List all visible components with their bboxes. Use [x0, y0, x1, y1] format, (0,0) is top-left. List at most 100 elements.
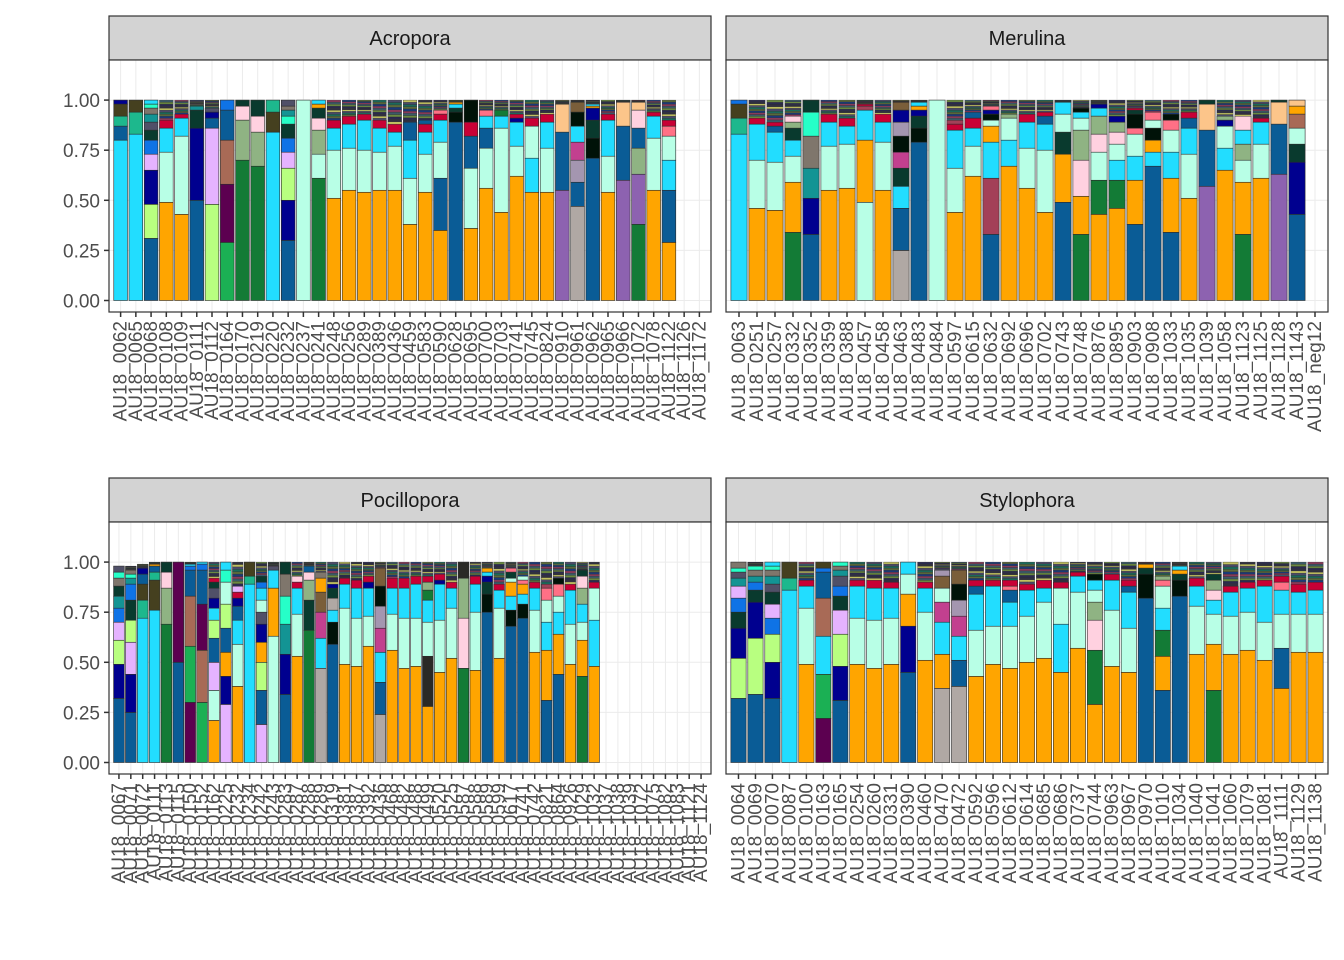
bar-segment-mint — [917, 611, 934, 661]
bar-segment-minor — [402, 102, 418, 105]
bar-segment-minor — [339, 576, 351, 579]
bar-segment-minor — [1002, 569, 1018, 572]
bar-segment-minor — [326, 109, 341, 113]
bar-segment-minor — [1002, 572, 1018, 575]
bar-segment-crimson — [856, 103, 874, 107]
bar-segment-minor — [1188, 576, 1205, 579]
bar-segment-maroon — [196, 603, 208, 651]
bar-segment-cyan — [838, 125, 856, 145]
bar-segment-maroon — [172, 561, 184, 663]
bar-segment-minor — [339, 574, 351, 577]
bar-segment-cyan — [764, 561, 781, 567]
bar-segment-aqua — [143, 103, 159, 109]
bar-segment-minor — [1205, 571, 1222, 574]
bar-segment-purple — [1270, 173, 1288, 301]
bar-segment-orange — [174, 214, 189, 301]
bar-segment-mint — [1103, 609, 1120, 667]
bar-segment-minor — [540, 112, 555, 115]
bar-segment-blue — [1288, 214, 1306, 301]
bar-segment-cyan — [1162, 151, 1180, 179]
bar-segment-minor — [766, 119, 784, 123]
bar-segment-minor — [434, 566, 446, 569]
bar-segment-minor — [357, 106, 372, 109]
bar-segment-cyan — [524, 157, 540, 193]
bar-segment-minor — [1000, 99, 1018, 102]
bar-AU18_1058 — [1216, 99, 1234, 301]
bar-segment-minor — [1019, 564, 1035, 567]
bar-segment-minor — [362, 563, 374, 566]
bar-segment-minor — [917, 571, 933, 575]
bar-segment-navy — [802, 197, 820, 235]
x-tick-label: AU18_0392 — [358, 783, 379, 883]
bar-segment-minor — [493, 561, 505, 565]
bar-segment-minor — [917, 575, 933, 579]
bar-segment-minor — [1154, 571, 1171, 574]
bar-segment-cyan — [362, 587, 375, 617]
bar-segment-minor — [1273, 571, 1290, 574]
bar-segment-minor — [256, 571, 267, 574]
bar-segment-orange — [387, 189, 402, 301]
bar-segment-minor — [1036, 105, 1054, 108]
bar-segment-sage — [303, 579, 315, 601]
bar-segment-peach — [616, 101, 631, 127]
x-tick-label: AU18_1038 — [608, 783, 629, 883]
bar-segment-minor — [564, 572, 576, 576]
bar-segment-brown — [951, 569, 968, 585]
bar-segment-minor — [524, 105, 539, 108]
bar-segment-minor — [1188, 568, 1205, 571]
bar-segment-cyan — [552, 611, 565, 635]
bar-segment-minor — [874, 101, 892, 104]
bar-segment-crimson — [326, 119, 342, 129]
bar-segment-brick — [815, 597, 832, 637]
bar-segment-minor — [494, 105, 509, 108]
bar-segment-crimson — [1069, 571, 1086, 577]
bar-segment-minor — [256, 568, 267, 571]
bar-segment-minor — [570, 99, 585, 101]
bar-segment-minor — [1053, 571, 1069, 575]
bar-segment-minor — [1180, 108, 1198, 110]
bar-segment-minor — [820, 109, 838, 112]
bar-AU18_0743 — [1054, 99, 1072, 301]
bar-segment-cyan — [434, 583, 446, 621]
bar-segment-blue — [220, 109, 235, 141]
bar-segment-mint — [1216, 125, 1234, 149]
bar-segment-minor — [1234, 114, 1252, 117]
bar-segment-blue — [374, 682, 386, 715]
bar-AU18_0748 — [1072, 99, 1090, 301]
bar-segment-minor — [1087, 571, 1103, 574]
x-tick-label: AU18_0821 — [537, 783, 558, 883]
bar-segment-dkgreen — [189, 109, 204, 129]
bar-segment-minor — [351, 567, 363, 570]
bar-segment-minor — [1290, 572, 1307, 576]
bar-segment-minor — [866, 569, 883, 572]
bar-AU18_0583 — [418, 99, 433, 301]
bar-segment-minor — [326, 103, 341, 107]
bar-AU18_1111 — [1273, 561, 1290, 763]
bar-segment-minor — [493, 570, 505, 574]
bar-segment-minor — [422, 573, 434, 575]
bar-segment-cyan — [410, 583, 422, 619]
bar-segment-crimson — [1256, 579, 1273, 587]
bar-segment-black — [1144, 127, 1162, 141]
bar-segment-teal — [148, 571, 161, 581]
bar-segment-minor — [524, 114, 539, 117]
bar-segment-lilac — [220, 704, 232, 763]
bar-segment-mint — [982, 119, 1000, 127]
bar-segment-cyan — [341, 123, 357, 149]
bar-segment-blue — [570, 181, 585, 207]
bar-segment-crimson — [1053, 581, 1069, 589]
bar-segment-dkgreen — [280, 123, 296, 139]
bar-AU18_0163 — [815, 561, 832, 763]
bar-segment-mint — [1239, 611, 1256, 651]
bar-segment-grey — [892, 250, 910, 301]
bar-segment-orange — [588, 665, 600, 763]
bar-segment-minor — [1188, 574, 1205, 577]
bar-segment-blue — [540, 700, 553, 763]
bar-segment-mint — [1108, 143, 1126, 161]
bar-segment-minor — [1307, 563, 1324, 567]
y-tick-label: 0.50 — [63, 653, 100, 674]
bar-segment-minor — [588, 571, 600, 575]
bar-AU18_0257 — [766, 99, 784, 301]
bar-segment-cyan — [422, 599, 434, 623]
bar-segment-lime — [747, 637, 764, 695]
